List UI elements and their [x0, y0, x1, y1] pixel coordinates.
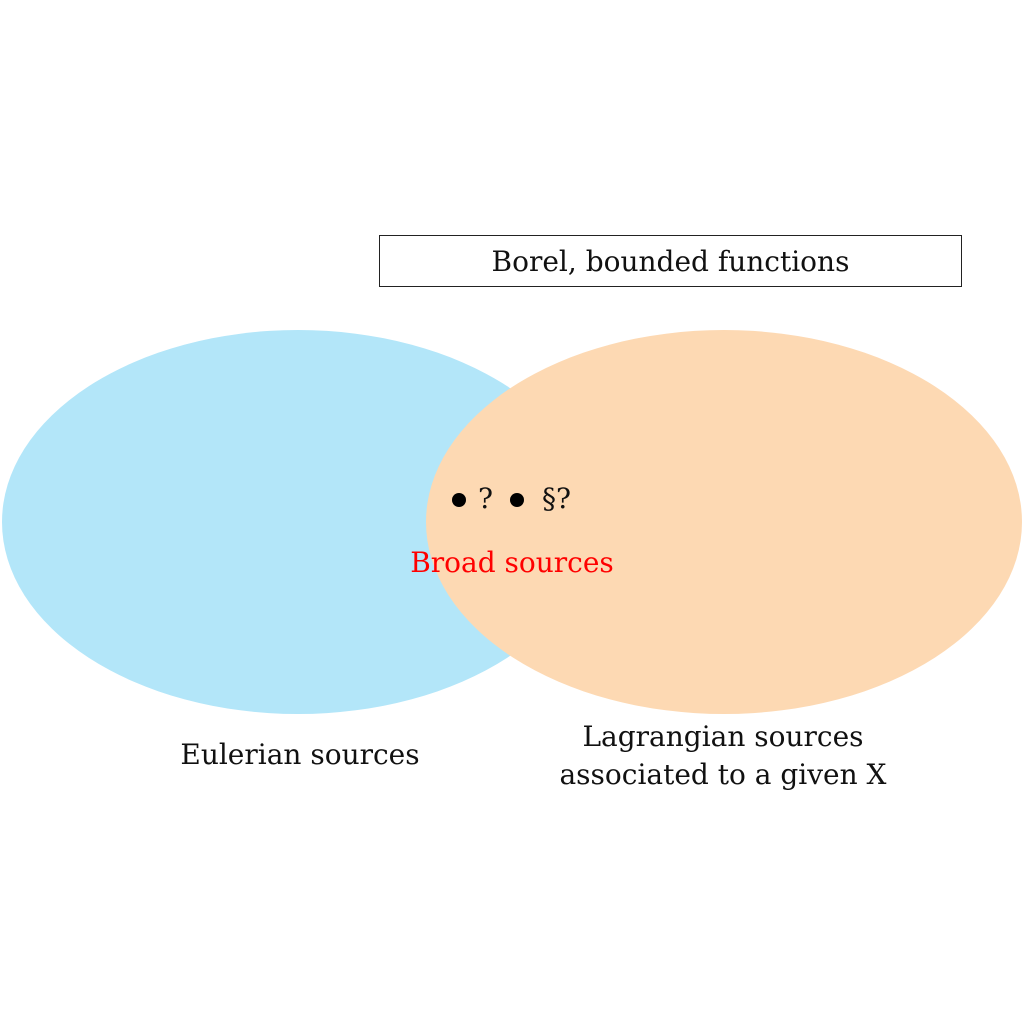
- point-dot-1: [452, 493, 466, 507]
- point-mark-1: ?: [478, 482, 494, 515]
- borel-bounded-functions-box: Borel, bounded functions: [379, 235, 962, 287]
- eulerian-sources-label: Eulerian sources: [180, 738, 420, 771]
- point-mark-2: §?: [542, 482, 572, 515]
- lagrangian-label-line-2: associated to a given X: [559, 758, 887, 791]
- eulerian-set-ellipse: [2, 330, 594, 714]
- point-dot-2: [510, 493, 524, 507]
- borel-bounded-functions-label: Borel, bounded functions: [491, 244, 850, 278]
- lagrangian-sources-label: Lagrangian sources associated to a given…: [523, 718, 923, 794]
- broad-sources-label: Broad sources: [410, 546, 614, 579]
- lagrangian-set-ellipse: [426, 330, 1022, 714]
- lagrangian-label-line-1: Lagrangian sources: [582, 720, 864, 753]
